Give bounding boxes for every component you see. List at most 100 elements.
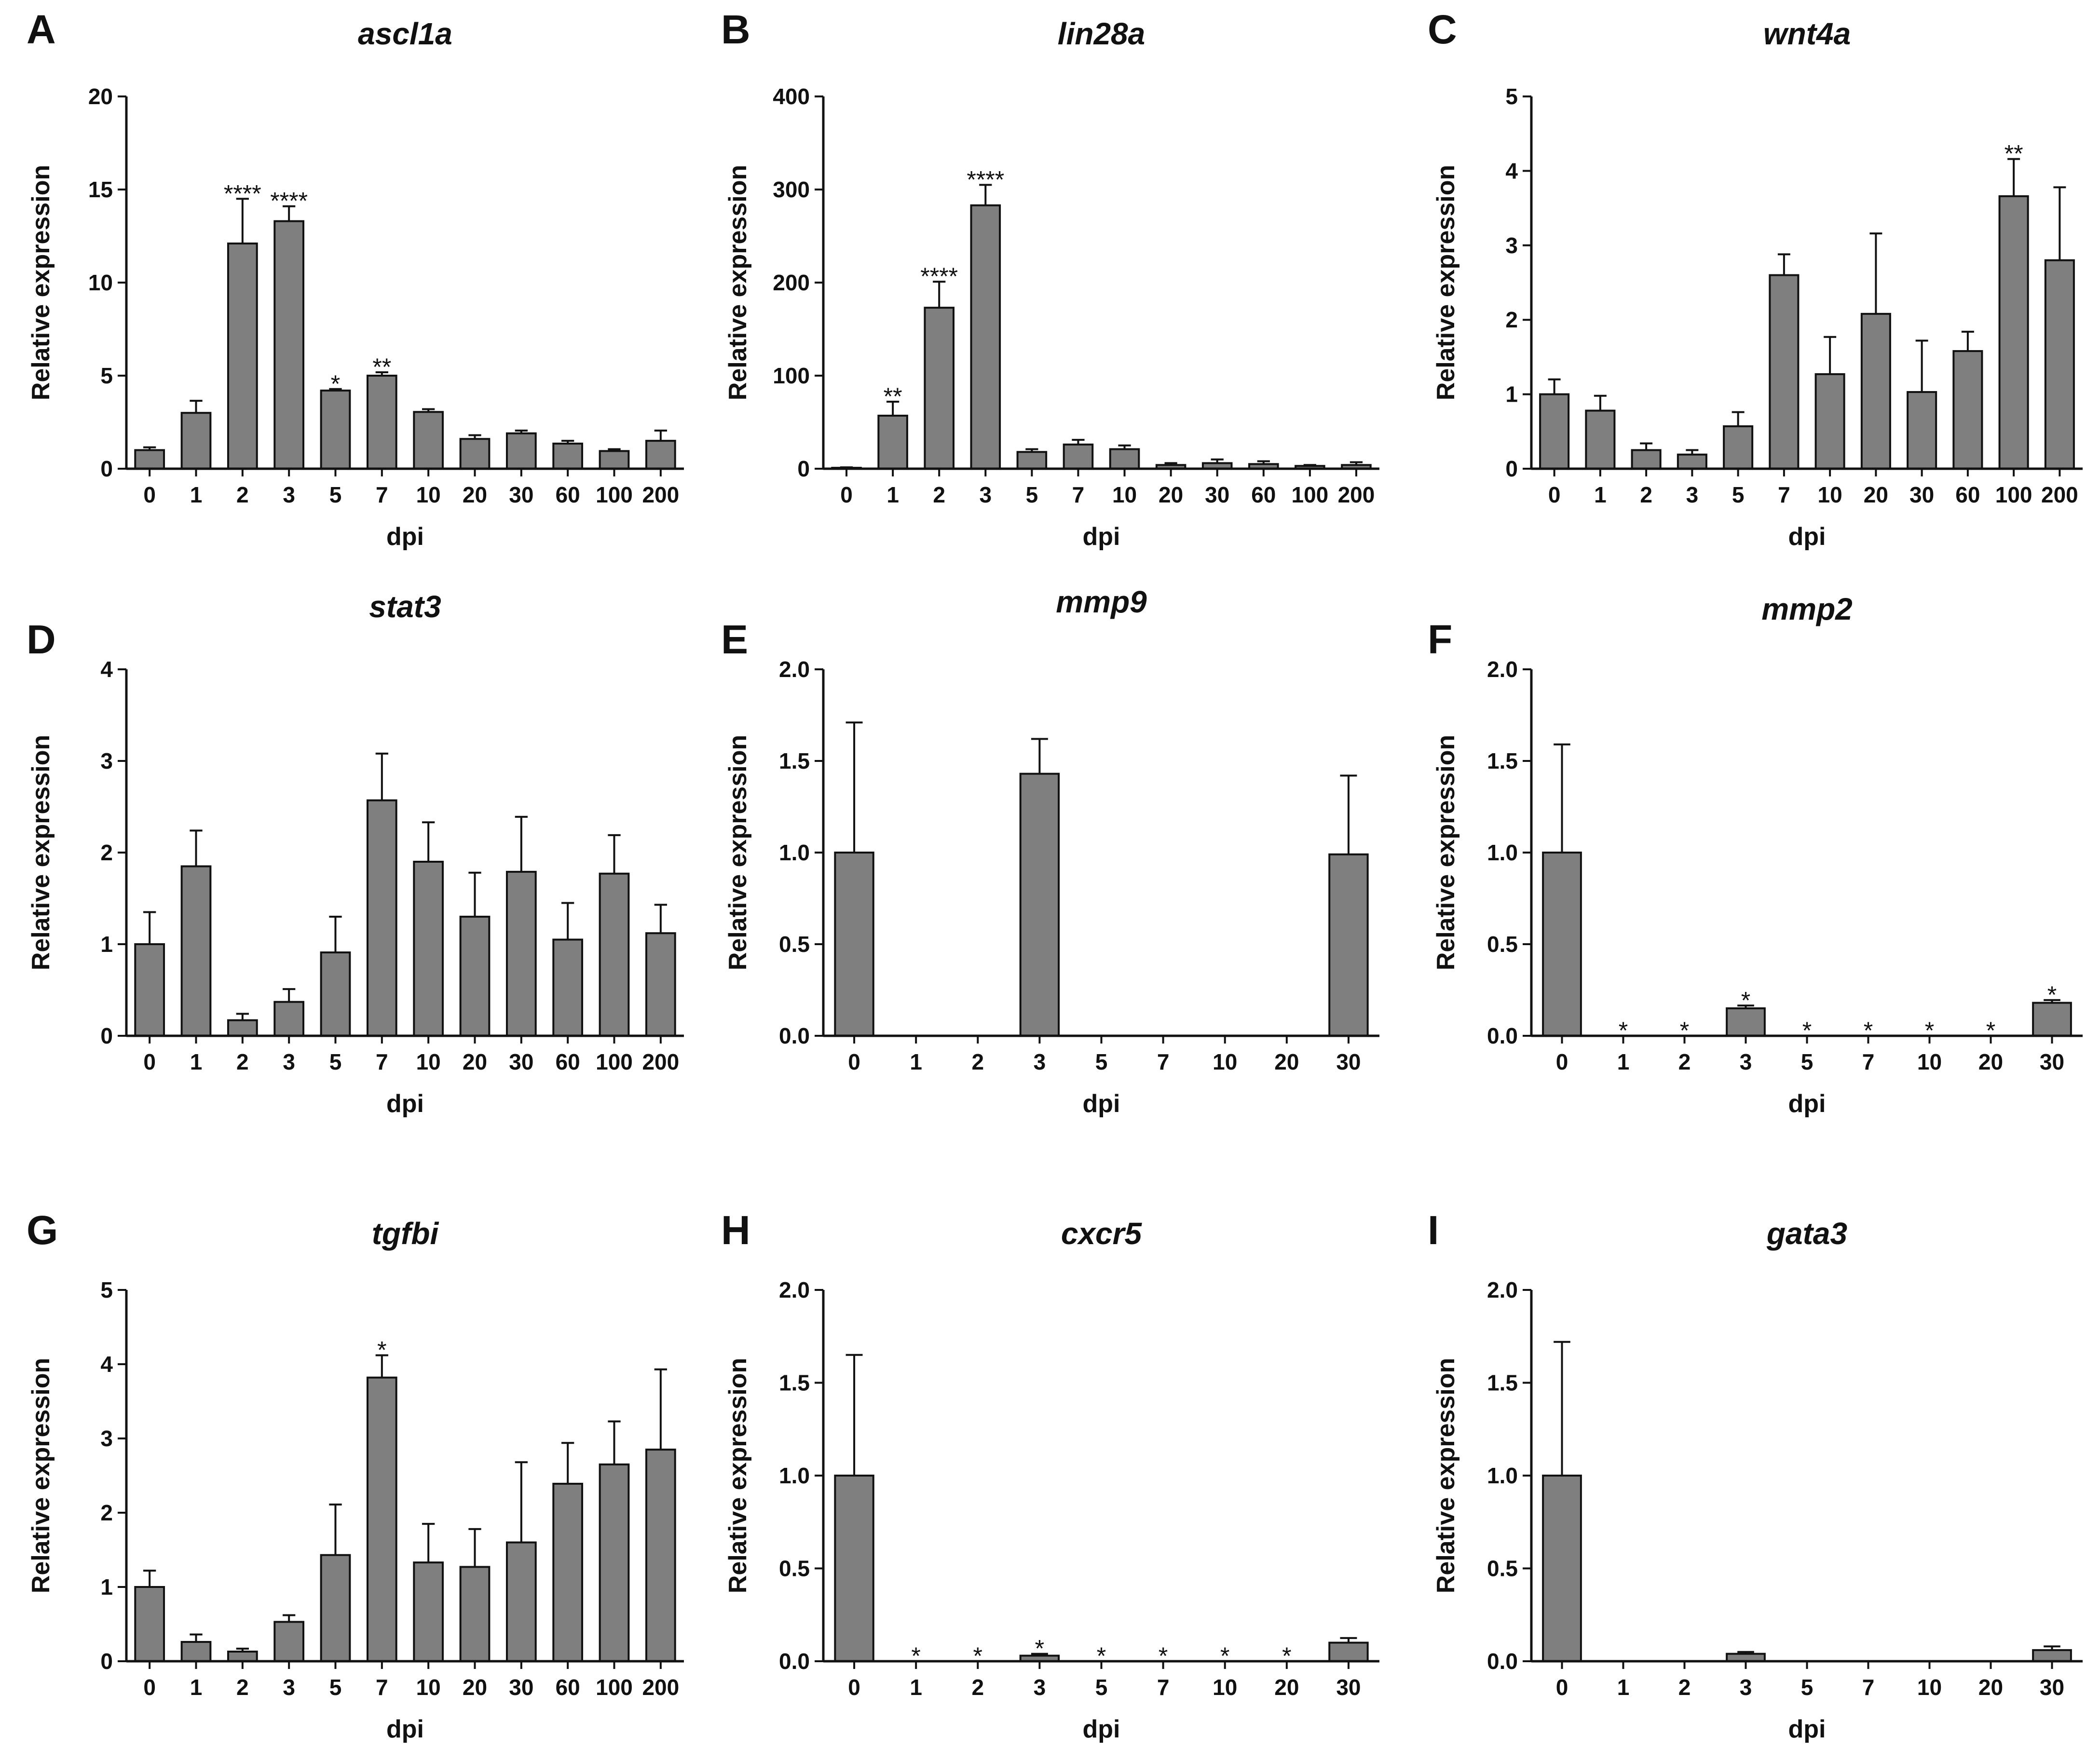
- y-axis-title: Relative expression: [1432, 165, 1460, 400]
- bar: [1860, 312, 1891, 470]
- x-tick-label: 7: [1862, 1049, 1875, 1074]
- y-tick-label: 3: [100, 1426, 113, 1451]
- x-axis-title: dpi: [1083, 1715, 1120, 1743]
- x-tick-label: 3: [1740, 1675, 1752, 1700]
- significance-label: *: [2047, 981, 2057, 1008]
- y-axis-title: Relative expression: [724, 165, 752, 400]
- bar: [1542, 1475, 1582, 1662]
- y-tick-label: 200: [773, 270, 810, 295]
- y-tick-label: 400: [773, 84, 810, 109]
- x-tick-label: 60: [556, 1049, 580, 1074]
- y-tick-label: 5: [100, 1277, 113, 1302]
- x-tick-label: 2: [1678, 1049, 1691, 1074]
- x-tick-label: 5: [1801, 1049, 1814, 1074]
- x-tick-label: 10: [1917, 1049, 1942, 1074]
- x-tick-label: 3: [1034, 1049, 1046, 1074]
- bar: [1585, 409, 1616, 470]
- chart-title: stat3: [369, 589, 441, 624]
- y-tick-label: 0.5: [779, 1556, 810, 1581]
- y-tick-label: 15: [88, 177, 113, 202]
- x-tick-label: 5: [1026, 482, 1038, 507]
- x-tick-label: 1: [190, 1675, 203, 1700]
- panel-letter: B: [721, 7, 750, 52]
- x-tick-label: 3: [283, 1675, 295, 1700]
- x-tick-label: 60: [1251, 482, 1276, 507]
- x-tick-label: 0: [1556, 1049, 1568, 1074]
- x-tick-label: 3: [1034, 1675, 1046, 1700]
- significance-label: ****: [920, 263, 958, 290]
- x-tick-label: 20: [463, 482, 487, 507]
- x-tick-label: 7: [376, 1675, 388, 1700]
- x-tick-label: 20: [1274, 1675, 1299, 1700]
- significance-label: *: [1680, 1017, 1689, 1044]
- x-tick-label: 5: [1732, 482, 1745, 507]
- y-tick-label: 1.5: [1487, 748, 1518, 773]
- x-tick-label: 1: [190, 482, 203, 507]
- y-tick-label: 0.0: [1487, 1649, 1518, 1674]
- y-axis-title: Relative expression: [27, 735, 55, 970]
- x-tick-label: 200: [1338, 482, 1375, 507]
- x-tick-label: 2: [236, 1049, 249, 1074]
- significance-label: *: [1159, 1642, 1168, 1669]
- x-tick-label: 30: [1205, 482, 1229, 507]
- x-tick-label: 1: [190, 1049, 203, 1074]
- significance-label: *: [1741, 987, 1750, 1014]
- x-tick-label: 5: [1095, 1675, 1108, 1700]
- significance-label: *: [1925, 1017, 1934, 1044]
- significance-label: *: [1864, 1017, 1873, 1044]
- chart-title: ascl1a: [358, 16, 452, 51]
- y-axis-title: Relative expression: [724, 1358, 752, 1593]
- y-tick-label: 0.0: [779, 1023, 810, 1048]
- x-tick-label: 0: [848, 1049, 860, 1074]
- x-tick-label: 20: [1864, 482, 1888, 507]
- x-tick-label: 0: [840, 482, 853, 507]
- x-tick-label: 0: [143, 1049, 156, 1074]
- x-tick-label: 5: [1801, 1675, 1814, 1700]
- y-axis-title: Relative expression: [724, 735, 752, 970]
- y-tick-label: 3: [100, 748, 113, 773]
- x-tick-label: 0: [143, 1675, 156, 1700]
- x-tick-label: 3: [283, 482, 295, 507]
- x-tick-label: 100: [1995, 482, 2032, 507]
- x-tick-label: 0: [1548, 482, 1561, 507]
- y-tick-label: 2: [100, 1500, 113, 1525]
- y-tick-label: 0.0: [779, 1649, 810, 1674]
- y-tick-label: 0: [100, 1023, 113, 1048]
- y-tick-label: 2.0: [779, 1277, 810, 1302]
- x-tick-label: 7: [1862, 1675, 1875, 1700]
- significance-label: **: [372, 353, 391, 380]
- x-axis-title: dpi: [1788, 1715, 1826, 1743]
- x-tick-label: 10: [1917, 1675, 1942, 1700]
- chart-title: mmp9: [1056, 584, 1147, 619]
- x-tick-label: 3: [1740, 1049, 1752, 1074]
- bar: [1769, 274, 1800, 470]
- bar: [505, 1541, 537, 1663]
- y-tick-label: 5: [1505, 84, 1518, 109]
- x-tick-label: 5: [329, 1675, 342, 1700]
- bar: [834, 1475, 874, 1662]
- y-axis-title: Relative expression: [27, 165, 55, 400]
- x-axis-title: dpi: [1083, 523, 1120, 551]
- y-tick-label: 2: [100, 840, 113, 865]
- x-axis-title: dpi: [1788, 1090, 1826, 1118]
- significance-label: *: [377, 1337, 386, 1364]
- x-tick-label: 100: [596, 1049, 633, 1074]
- x-tick-label: 30: [509, 1049, 533, 1074]
- y-tick-label: 1.0: [1487, 840, 1518, 865]
- x-tick-label: 30: [509, 482, 533, 507]
- x-tick-label: 1: [1617, 1675, 1630, 1700]
- bar: [1019, 773, 1060, 1037]
- x-tick-label: 0: [848, 1675, 860, 1700]
- significance-label: *: [1802, 1017, 1812, 1044]
- y-tick-label: 1: [100, 932, 113, 957]
- x-tick-label: 7: [376, 1049, 388, 1074]
- x-tick-label: 5: [329, 1049, 342, 1074]
- y-tick-label: 0: [100, 1649, 113, 1674]
- chart-title: gata3: [1766, 1216, 1847, 1251]
- x-tick-label: 200: [2041, 482, 2078, 507]
- bar: [552, 1482, 584, 1662]
- x-tick-label: 1: [910, 1049, 922, 1074]
